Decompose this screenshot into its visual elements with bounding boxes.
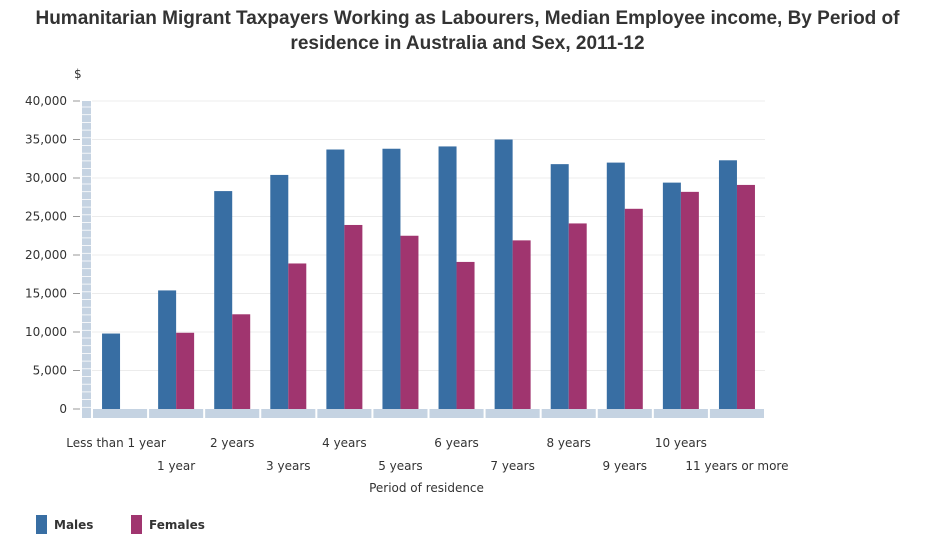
y-tick-label: 25,000 — [25, 210, 67, 224]
y-tick-label: 35,000 — [25, 133, 67, 147]
bar-females — [680, 191, 699, 409]
x-tick-label: 10 years — [655, 436, 707, 450]
legend-item-males[interactable]: Males — [36, 515, 93, 534]
legend-label-females: Females — [149, 517, 205, 532]
chart-title: Humanitarian Migrant Taxpayers Working a… — [0, 6, 935, 56]
bar-males — [326, 149, 345, 409]
axes — [73, 100, 766, 418]
bar-females — [456, 261, 475, 409]
bar-females — [512, 240, 531, 409]
bar-females — [232, 314, 251, 409]
bar-males — [102, 333, 121, 409]
legend-swatch-females — [131, 515, 142, 534]
bar-females — [288, 263, 307, 409]
gridlines — [92, 100, 765, 371]
x-tick-label: 9 years — [603, 459, 647, 473]
bar-males — [494, 139, 513, 409]
bar-females — [400, 235, 419, 409]
x-tick-label: 1 year — [157, 459, 195, 473]
chart-title-line-2: residence in Australia and Sex, 2011-12 — [290, 33, 645, 54]
bar-males — [550, 164, 569, 409]
bar-males — [158, 290, 177, 409]
y-tick-label: 15,000 — [25, 287, 67, 301]
y-tick-label: 30,000 — [25, 171, 67, 185]
bar-males — [718, 160, 737, 409]
bar-males — [382, 148, 401, 410]
x-tick-label: Less than 1 year — [66, 436, 166, 450]
chart-title-line-1: Humanitarian Migrant Taxpayers Working a… — [35, 8, 900, 29]
x-axis-label: Period of residence — [369, 481, 484, 495]
legend-swatch-males — [36, 515, 47, 534]
bar-males — [214, 191, 233, 409]
x-tick-label: 6 years — [434, 436, 478, 450]
bar-females — [568, 223, 587, 409]
y-axis-label: $ — [74, 67, 82, 81]
bar-males — [606, 162, 625, 409]
x-axis-band — [82, 409, 765, 418]
bar-chart: 0 5,000 10,000 15,000 20,000 25,000 30,000 35,0… — [25, 67, 789, 495]
legend-item-females[interactable]: Females — [131, 515, 205, 534]
y-axis-band — [82, 101, 91, 413]
y-tick-label: 0 — [59, 402, 67, 416]
bar-males — [662, 182, 681, 409]
x-tick-label: 2 years — [210, 436, 254, 450]
x-tick-label: 8 years — [546, 436, 590, 450]
y-tick-label: 10,000 — [25, 325, 67, 339]
x-tick-label: 3 years — [266, 459, 310, 473]
x-tick-label: 4 years — [322, 436, 366, 450]
bar-females — [736, 184, 755, 409]
bar-females — [624, 208, 643, 409]
x-tick-label: 7 years — [490, 459, 534, 473]
bar-females — [176, 332, 195, 409]
bar-females — [344, 224, 363, 409]
x-tick-label: 11 years or more — [685, 459, 788, 473]
bar-males — [270, 174, 289, 409]
y-tick-label: 20,000 — [25, 248, 67, 262]
axis-labels: 0 5,000 10,000 15,000 20,000 25,000 30,000 35,0… — [25, 67, 789, 495]
x-tick-label: 5 years — [378, 459, 422, 473]
legend-label-males: Males — [54, 517, 94, 532]
y-tick-label: 40,000 — [25, 94, 67, 108]
bars — [102, 139, 755, 410]
bar-males — [438, 146, 457, 409]
y-tick-label: 5,000 — [33, 364, 67, 378]
